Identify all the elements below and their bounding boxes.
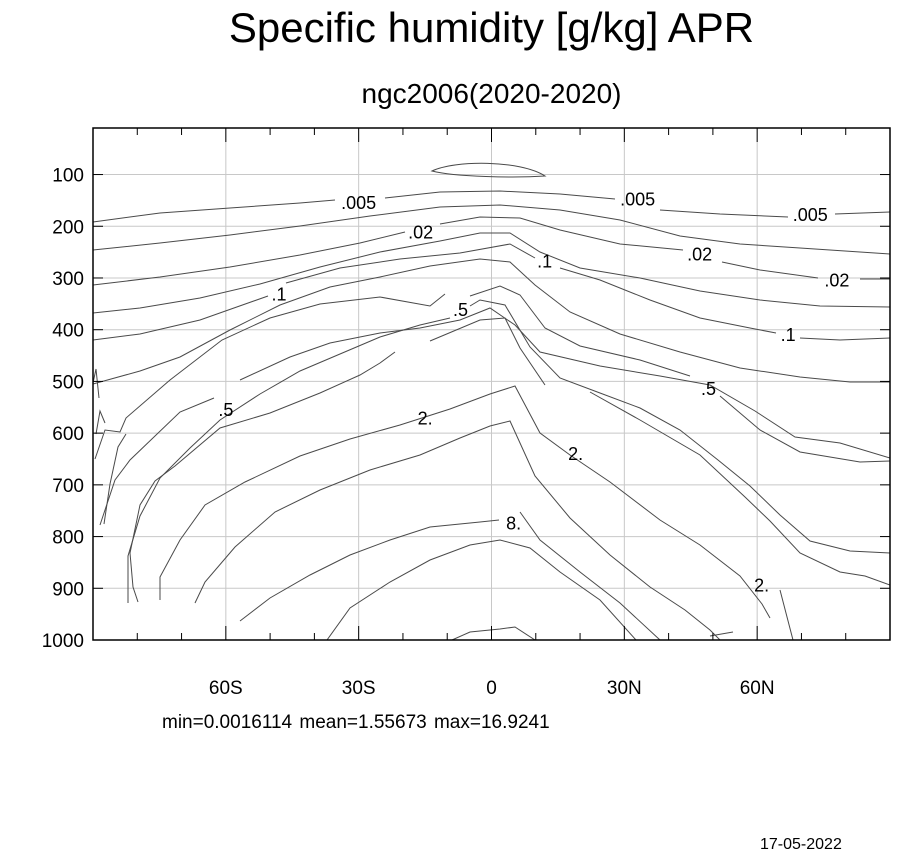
y-tick-label: 300 xyxy=(52,269,84,290)
contour-line xyxy=(92,204,891,255)
y-axis-tick-labels: 100 200 300 400 500 600 700 800 900 1000 xyxy=(42,166,84,652)
contour-line xyxy=(92,216,890,286)
y-tick-label: 200 xyxy=(52,217,84,238)
contour-line xyxy=(430,162,547,178)
contour-label: 2. xyxy=(418,409,433,429)
contour-label: .1 xyxy=(781,325,796,345)
y-tick-label: 800 xyxy=(52,528,84,549)
contour-label: .02 xyxy=(408,222,433,242)
contour-line xyxy=(129,317,891,603)
contour-labels: .005 .005 .005 .02 .02 .02 .1 .1 .1 .5 .5 .5 2. 2. 2. 8… xyxy=(218,189,849,595)
contour-line xyxy=(451,626,536,641)
x-tick-label: 30S xyxy=(342,678,376,699)
y-tick-label: 400 xyxy=(52,321,84,342)
contour-label: .005 xyxy=(793,205,828,225)
contour-line xyxy=(92,232,891,314)
x-tick-label: 30N xyxy=(607,678,642,699)
contour-line xyxy=(159,385,771,619)
contour-line xyxy=(94,285,891,463)
y-tick-label: 600 xyxy=(52,424,84,445)
contour-label: .5 xyxy=(218,400,233,420)
x-tick-label: 60S xyxy=(209,678,243,699)
contour-label: .1 xyxy=(537,251,552,271)
x-axis-tick-labels: 60S 30S 0 30N 60N xyxy=(209,678,775,699)
contour-label: 8. xyxy=(506,514,521,534)
contour-line xyxy=(326,539,637,641)
stats-summary: min=0.0016114 mean=1.55673 max=16.9241 xyxy=(162,712,550,733)
contour-label: .02 xyxy=(824,271,849,291)
y-tick-label: 700 xyxy=(52,476,84,497)
contour-line xyxy=(92,243,891,341)
contour-label: 2. xyxy=(754,576,769,596)
contour-label: .005 xyxy=(341,193,376,213)
x-tick-label: 0 xyxy=(486,678,497,699)
y-tick-label: 900 xyxy=(52,579,84,600)
contour-label: .5 xyxy=(701,379,716,399)
contour-line xyxy=(99,307,891,526)
x-tick-label: 60N xyxy=(740,678,775,699)
contour-label: .1 xyxy=(271,285,286,305)
chart-title: Specific humidity [g/kg] APR xyxy=(228,4,755,51)
contour-label: .5 xyxy=(453,300,468,320)
contour-line xyxy=(92,258,890,385)
chart-subtitle: ngc2006(2020-2020) xyxy=(361,78,622,109)
contour-label: 2. xyxy=(568,444,583,464)
contour-label: .005 xyxy=(620,189,655,209)
contour-line xyxy=(709,589,794,641)
contour-line xyxy=(92,190,891,223)
contour-lines xyxy=(92,162,891,641)
axis-ticks xyxy=(93,128,890,641)
date-stamp: 17-05-2022 xyxy=(760,836,842,853)
y-tick-label: 500 xyxy=(52,372,84,393)
contour-line xyxy=(194,420,731,641)
y-tick-label: 1000 xyxy=(42,631,84,652)
y-tick-label: 100 xyxy=(52,166,84,187)
contour-line xyxy=(92,299,891,603)
contour-line xyxy=(239,511,661,641)
contour-label: .02 xyxy=(687,245,712,265)
